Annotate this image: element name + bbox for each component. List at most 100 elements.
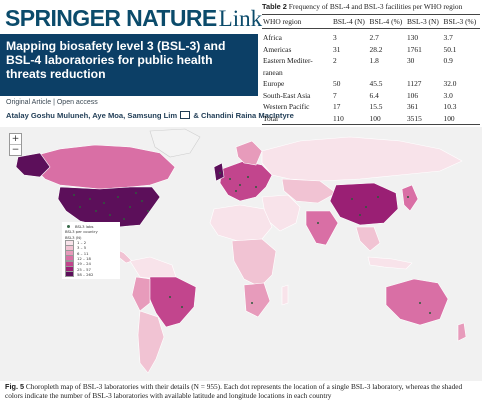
table-row: Americas 31 28.2 1761 50.1 xyxy=(262,44,480,56)
scandinavia-shape xyxy=(235,140,263,166)
col-header: BSL-4 (%) xyxy=(368,14,406,29)
brazil-shape xyxy=(147,276,197,328)
india-shape xyxy=(305,210,339,246)
table-cell: 110 xyxy=(332,112,369,125)
table-cell: 7 xyxy=(333,90,337,100)
zoom-control[interactable]: + − xyxy=(9,133,22,156)
table-cell: 50 xyxy=(333,79,341,88)
table-cell: 1127 xyxy=(406,79,422,88)
table-cell: Europe xyxy=(263,79,285,88)
legend-subtitle-row: BSL3 (N) xyxy=(65,235,117,240)
north-africa-shape xyxy=(209,204,273,242)
table-cell: 31 xyxy=(333,44,341,54)
article-type-label: Original Article xyxy=(6,99,52,106)
col-header: BSL-4 (N) xyxy=(332,14,369,29)
china-shape xyxy=(329,182,399,226)
figure-label: Fig. 5 xyxy=(5,382,25,391)
table-cell: 0.9 xyxy=(443,56,453,65)
argentina-chile-shape xyxy=(137,310,165,374)
russia-shape xyxy=(261,136,463,182)
table-row: Eastern Mediter- ranean 2 1.8 30 0.9 xyxy=(262,55,480,78)
table-cell: 50.1 xyxy=(443,44,457,54)
figure-caption: Fig. 5 Choropleth map of BSL-3 laborator… xyxy=(5,382,479,400)
table-cell: 6.4 xyxy=(369,90,379,100)
legend-class-label: 58 – 262 xyxy=(77,271,94,277)
springer-nature-link-logo[interactable]: SPRINGER NATURELink xyxy=(5,5,263,31)
table-row: Europe 50 45.5 1127 32.0 xyxy=(262,78,480,90)
authors-text[interactable]: Atalay Goshu Muluneh, Aye Moa, Samsung L… xyxy=(6,111,178,120)
table-cell: 45.5 xyxy=(369,79,383,88)
article-title[interactable]: Mapping biosafety level 3 (BSL-3) and BS… xyxy=(0,34,258,96)
table-cell: 1761 xyxy=(406,44,422,54)
open-access-label: Open access xyxy=(56,99,98,106)
southeast-asia-shape xyxy=(355,226,381,252)
table-cell: 2 xyxy=(333,56,337,65)
table-cell: 28.2 xyxy=(369,44,383,54)
table-cell: Americas xyxy=(263,44,292,54)
article-meta: Original Article | Open access xyxy=(6,99,98,106)
table-cell: 30 xyxy=(406,56,415,65)
peru-bolivia-shape xyxy=(131,276,151,312)
greenland-shape xyxy=(149,128,201,158)
legend-subtitle: BSL3 (N) xyxy=(65,234,82,240)
table-row: Western Pacific 17 15.5 361 10.3 xyxy=(262,101,480,113)
table-row: South-East Asia 7 6.4 106 3.0 xyxy=(262,90,480,102)
table-row: Africa 3 2.7 130 3.7 xyxy=(262,29,480,44)
legend-swatch xyxy=(65,271,74,278)
table-cell: 3.0 xyxy=(443,90,453,100)
legend-title-row: BSL3 per country xyxy=(65,229,117,234)
table-cell: 2.7 xyxy=(369,33,379,42)
table-cell: 130 xyxy=(406,33,419,42)
southern-africa-shape xyxy=(243,282,271,318)
mail-icon[interactable] xyxy=(180,111,191,119)
legend-class-label: 3 – 5 xyxy=(77,245,87,251)
table-cell: 10.3 xyxy=(443,102,457,111)
table-cell: Western Pacific xyxy=(263,102,310,111)
table-cell: 106 xyxy=(406,90,419,100)
table-cell: 3 xyxy=(333,33,337,42)
table-cell: Eastern Mediter- ranean xyxy=(263,56,313,77)
legend-class-label: 6 – 11 xyxy=(77,250,89,256)
choropleth-map[interactable]: + − BSL3 labs BSL3 per country BSL3 (N) … xyxy=(0,127,482,381)
table-cell: 15.5 xyxy=(369,102,383,111)
col-header: BSL-3 (%) xyxy=(442,14,480,29)
usa-shape xyxy=(57,186,161,228)
who-region-table: WHO region BSL-4 (N) BSL-4 (%) BSL-3 (N)… xyxy=(262,14,480,125)
table-cell: 100 xyxy=(442,112,480,125)
madagascar-shape xyxy=(281,284,289,306)
col-header: WHO region xyxy=(262,14,332,29)
canada-shape xyxy=(29,144,176,190)
legend-class-label: 19 – 24 xyxy=(77,261,91,267)
table-cell: 361 xyxy=(406,102,419,111)
meta-separator: | xyxy=(53,99,57,106)
table-header-row: WHO region BSL-4 (N) BSL-4 (%) BSL-3 (N)… xyxy=(262,14,480,29)
legend-class-label: 12 – 18 xyxy=(77,255,91,261)
table-cell: 1.8 xyxy=(369,56,379,65)
new-zealand-shape xyxy=(457,322,467,342)
legend-title: BSL3 per country xyxy=(65,229,98,235)
south-america-north-shape xyxy=(129,256,177,280)
australia-shape xyxy=(385,278,449,326)
table-cell: Africa xyxy=(263,33,282,42)
table-caption-text: Frequency of BSL-4 and BSL-3 facilities … xyxy=(288,2,463,11)
legend-dot-label: BSL3 labs xyxy=(75,224,94,230)
legend-class-label: 25 – 57 xyxy=(77,266,91,272)
alaska-shape xyxy=(15,152,51,178)
logo-wordmark: SPRINGER NATURE xyxy=(5,5,217,31)
author-list: Atalay Goshu Muluneh, Aye Moa, Samsung L… xyxy=(6,111,294,120)
zoom-out-button[interactable]: − xyxy=(10,144,21,155)
table-cell: 17 xyxy=(333,102,341,111)
table-cell: South-East Asia xyxy=(263,90,311,100)
logo-link-word: Link xyxy=(218,6,263,31)
japan-korea-shape xyxy=(401,184,419,212)
col-header: BSL-3 (N) xyxy=(405,14,443,29)
europe-shape xyxy=(219,160,273,202)
legend-class-label: 1 – 2 xyxy=(77,240,87,246)
authors-text-last[interactable]: & Chandini Raina MacIntyre xyxy=(193,111,294,120)
indonesia-shape xyxy=(367,256,413,270)
table-cell: 3.7 xyxy=(443,33,453,42)
zoom-in-button[interactable]: + xyxy=(11,134,20,144)
lab-dot-icon xyxy=(67,225,70,229)
legend-dot-row: BSL3 labs xyxy=(65,224,117,229)
figure-caption-text: Choropleth map of BSL-3 laboratories wit… xyxy=(5,382,463,400)
